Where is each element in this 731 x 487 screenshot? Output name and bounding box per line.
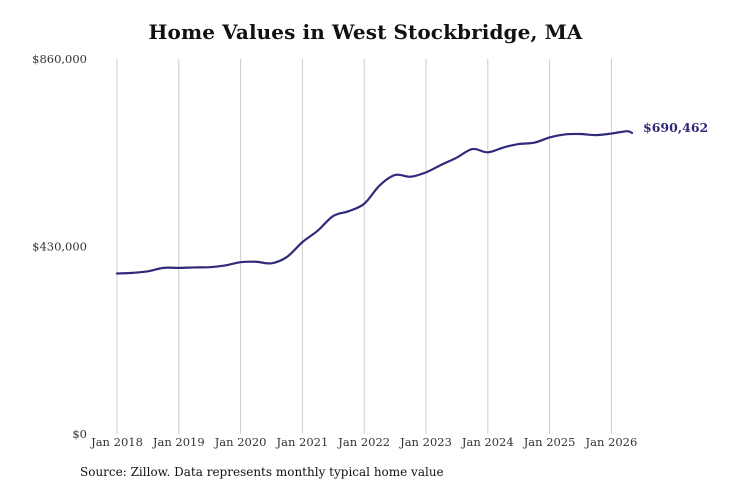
x-tick-label: Jan 2020: [214, 435, 267, 449]
x-tick-label: Jan 2025: [523, 435, 576, 449]
home-value-line: [115, 130, 634, 275]
x-tick-label: Jan 2022: [337, 435, 390, 449]
x-tick-label: Jan 2019: [152, 435, 205, 449]
grid-layer: [116, 59, 612, 434]
chart-title: Home Values in West Stockbridge, MA: [148, 20, 583, 44]
series-layer: [115, 130, 634, 275]
y-tick-label: $860,000: [32, 52, 87, 66]
x-tick-label: Jan 2018: [90, 435, 143, 449]
x-tick-label: Jan 2023: [399, 435, 452, 449]
x-tick-label: Jan 2021: [276, 435, 329, 449]
end-value-label: $690,462: [643, 120, 708, 135]
x-tick-label: Jan 2024: [461, 435, 514, 449]
x-tick-label: Jan 2026: [585, 435, 638, 449]
y-axis: $860,000 $430,000 $0: [32, 52, 87, 441]
y-tick-label: $0: [72, 427, 87, 441]
x-axis: Jan 2018 Jan 2019 Jan 2020 Jan 2021 Jan 2022…: [90, 435, 637, 449]
y-tick-label: $430,000: [32, 240, 87, 254]
source-note: Source: Zillow. Data represents monthly …: [80, 465, 444, 479]
label-layer: $690,462: [643, 120, 708, 135]
